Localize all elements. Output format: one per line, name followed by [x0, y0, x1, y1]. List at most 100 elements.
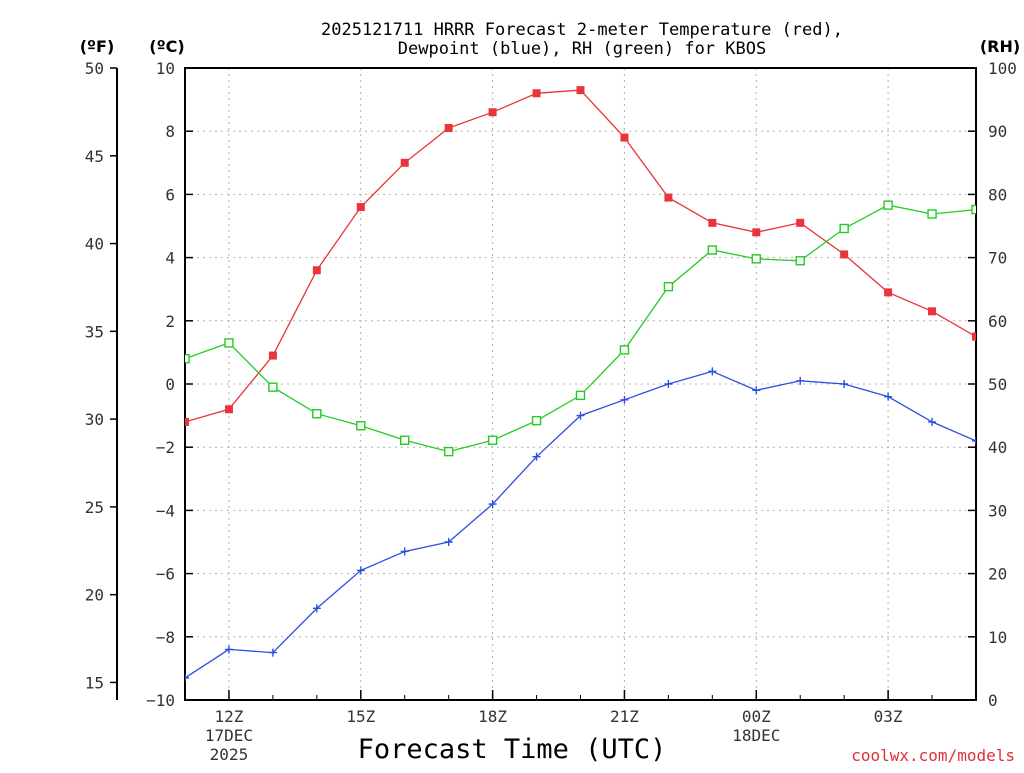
fahrenheit-tick-label: 40	[85, 235, 104, 254]
rh-tick-label: 30	[988, 501, 1007, 520]
temperature-point	[488, 108, 497, 117]
rh-tick-label: 50	[988, 375, 1007, 394]
rh-point	[971, 204, 976, 215]
temperature-point	[664, 193, 673, 202]
dewpoint-point	[576, 411, 585, 420]
rh-point	[927, 209, 937, 219]
temperature-point	[312, 266, 321, 275]
rh-tick-label: 20	[988, 565, 1007, 584]
rh-point	[619, 345, 630, 355]
x-tick-label: 21Z	[610, 707, 639, 726]
temperature-point	[752, 228, 761, 237]
x-tick-date: 17DEC	[205, 726, 253, 745]
x-tick-year: 2025	[210, 745, 249, 764]
chart-title-line1: 2025121711 HRRR Forecast 2-meter Tempera…	[321, 20, 843, 40]
rh-tick-label: 90	[988, 122, 1007, 141]
rh-tick-label: 70	[988, 249, 1007, 268]
rh-tick-label: 40	[988, 438, 1007, 457]
x-tick-date: 18DEC	[732, 726, 780, 745]
x-tick-label: 03Z	[874, 707, 903, 726]
dewpoint-point	[708, 367, 717, 376]
celsius-tick-label: 0	[165, 375, 175, 394]
temperature-point	[840, 250, 849, 259]
series-layer	[185, 86, 976, 682]
celsius-tick-label: −8	[156, 628, 175, 647]
temperature-point	[224, 405, 233, 414]
celsius-tick-label: 10	[156, 59, 175, 78]
dewpoint-point	[488, 500, 497, 509]
rh-point	[443, 446, 454, 457]
temperature-point	[884, 288, 893, 297]
fahrenheit-tick-label: 25	[85, 498, 104, 517]
rh-point	[224, 338, 234, 348]
fahrenheit-tick-label: 35	[85, 322, 104, 341]
rh-point	[356, 421, 366, 431]
rh-tick-label: 0	[988, 691, 998, 710]
x-tick-label: 15Z	[346, 707, 375, 726]
celsius-tick-label: −2	[156, 438, 175, 457]
axis-ticks: −10−8−6−4−202468101520253035404550010203…	[85, 59, 1017, 764]
rh-point	[312, 409, 322, 419]
fahrenheit-tick-label: 15	[85, 673, 104, 692]
temperature-point	[185, 417, 189, 426]
dewpoint-point	[400, 547, 409, 556]
temperature-point	[708, 218, 717, 227]
rh-point	[839, 223, 849, 234]
celsius-tick-label: −10	[146, 691, 175, 710]
rh-point	[185, 354, 190, 364]
x-axis-label: Forecast Time (UTC)	[358, 734, 667, 765]
temperature-point	[268, 351, 277, 360]
dewpoint-point	[185, 673, 189, 682]
x-tick-label: 18Z	[478, 707, 507, 726]
celsius-unit-label: (ºC)	[149, 37, 184, 56]
temperature-point	[620, 133, 629, 142]
dewpoint-point	[620, 395, 629, 404]
rh-point	[531, 415, 542, 426]
fahrenheit-tick-label: 30	[85, 410, 104, 429]
rh-tick-label: 100	[988, 59, 1017, 78]
rh-tick-label: 10	[988, 628, 1007, 647]
x-tick-label: 00Z	[742, 707, 771, 726]
fahrenheit-tick-label: 50	[85, 59, 104, 78]
dewpoint-point	[796, 376, 805, 385]
dewpoint-point	[268, 648, 277, 657]
credit-text: coolwx.com/models	[851, 746, 1015, 765]
temperature-point	[972, 332, 976, 341]
series-clipped	[185, 86, 976, 682]
temperature-point	[400, 158, 409, 167]
fahrenheit-tick-label: 45	[85, 147, 104, 166]
dewpoint-point	[664, 380, 673, 388]
dewpoint-point	[312, 604, 321, 613]
rh-point	[707, 245, 718, 255]
celsius-tick-label: −6	[156, 565, 175, 584]
temperature-point	[928, 307, 937, 316]
rh-point	[795, 256, 805, 266]
rh-point	[268, 382, 278, 392]
celsius-tick-label: 4	[165, 249, 175, 268]
dewpoint-point	[840, 380, 849, 388]
chart-title-line2: Dewpoint (blue), RH (green) for KBOS	[398, 39, 766, 59]
celsius-tick-label: 6	[165, 185, 175, 204]
dewpoint-point	[972, 436, 976, 445]
rh-point	[487, 435, 498, 445]
temperature-point	[532, 89, 541, 98]
rh-point	[751, 254, 761, 264]
rh-point	[400, 435, 410, 445]
temperature-point	[576, 86, 585, 95]
dewpoint-point	[752, 386, 761, 395]
rh-tick-label: 60	[988, 312, 1007, 331]
rh-tick-label: 80	[988, 185, 1007, 204]
fahrenheit-tick-label: 20	[85, 586, 104, 605]
temperature-point	[444, 124, 453, 133]
rh-unit-label: (RH)	[980, 37, 1020, 56]
celsius-tick-label: −4	[156, 501, 175, 520]
dewpoint-point	[224, 645, 233, 654]
dewpoint-point	[356, 566, 365, 575]
rh-point	[575, 390, 586, 401]
dewpoint-point	[532, 452, 541, 461]
dewpoint-point	[928, 417, 937, 426]
x-tick-label: 12Z	[214, 707, 243, 726]
temperature-point	[356, 203, 365, 212]
